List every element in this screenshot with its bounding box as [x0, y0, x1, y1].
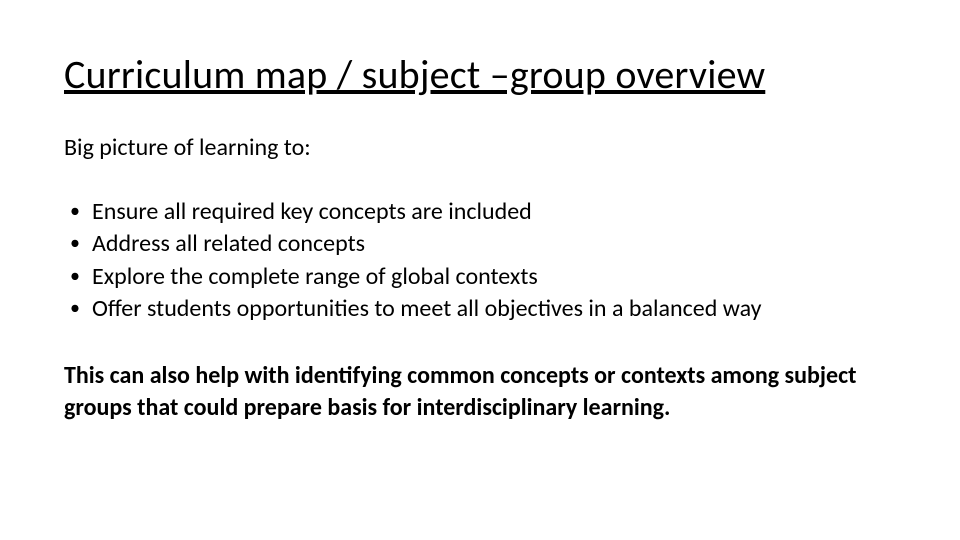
list-item: Offer students opportunities to meet all…: [64, 293, 896, 325]
slide-title: Curriculum map / subject –group overview: [64, 50, 896, 99]
closing-paragraph: This can also help with identifying comm…: [64, 360, 894, 425]
list-item: Ensure all required key concepts are inc…: [64, 196, 896, 228]
bullet-list: Ensure all required key concepts are inc…: [64, 196, 896, 326]
slide: Curriculum map / subject –group overview…: [0, 0, 960, 540]
list-item: Explore the complete range of global con…: [64, 261, 896, 293]
list-item: Address all related concepts: [64, 228, 896, 260]
slide-subheading: Big picture of learning to:: [64, 133, 896, 162]
